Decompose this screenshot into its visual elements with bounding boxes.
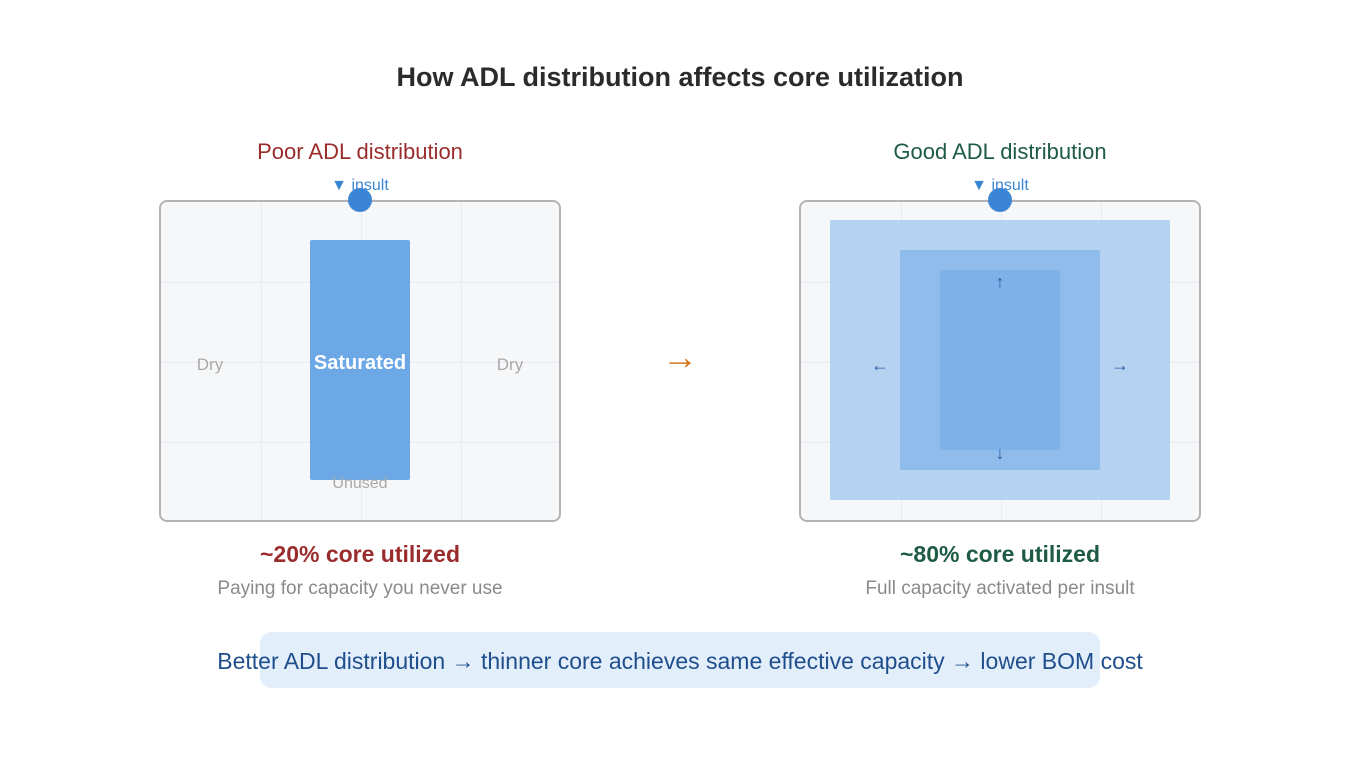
transition-arrow-icon: →: [662, 336, 698, 377]
callout-text: Better ADL distribution → thinner core a…: [217, 648, 1143, 674]
dry-left-label: Dry: [196, 355, 224, 374]
good-insult-point-icon: [988, 188, 1012, 212]
good-insult-label: ▼ insult: [971, 177, 1029, 194]
spread-up-arrow-icon: ↑: [995, 272, 1005, 292]
spread-down-arrow-icon: ↓: [995, 443, 1005, 463]
good-utilization-value: ~80% core utilized: [899, 541, 1101, 567]
good-caption: Full capacity activated per insult: [865, 578, 1135, 599]
spread-right-arrow-icon: →: [1111, 355, 1129, 375]
spread-zone-inner: [940, 270, 1060, 450]
dry-right-label: Dry: [496, 355, 524, 374]
diagram-title: How ADL distribution affects core utiliz…: [396, 62, 964, 92]
callout-banner: [260, 632, 1100, 688]
saturated-label: Saturated: [313, 352, 407, 374]
poor-caption: Paying for capacity you never use: [217, 578, 503, 599]
poor-insult-point-icon: [348, 188, 372, 212]
spread-left-arrow-icon: ←: [871, 355, 889, 375]
unused-label: Unused: [332, 475, 388, 492]
good-panel-heading: Good ADL distribution: [893, 139, 1107, 164]
saturated-zone: [310, 240, 410, 480]
poor-insult-label: ▼ insult: [331, 177, 389, 194]
poor-utilization-value: ~20% core utilized: [259, 541, 461, 567]
poor-panel-heading: Poor ADL distribution: [257, 139, 463, 164]
